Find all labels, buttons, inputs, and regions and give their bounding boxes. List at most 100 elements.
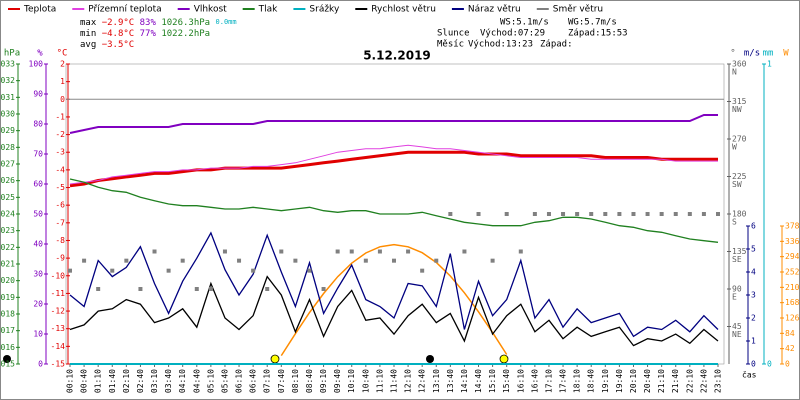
stat: avg: [80, 40, 96, 50]
direction-mark: [603, 212, 608, 216]
stat: −4.8°C: [102, 29, 135, 39]
x-tick-label: 06:10: [235, 369, 244, 393]
y-tick-label: 0: [767, 360, 772, 369]
x-tick-label: 17:40: [559, 369, 568, 393]
direction-mark: [152, 249, 157, 254]
x-tick-label: 04:40: [192, 369, 201, 393]
y-tick-name: E: [732, 293, 737, 302]
direction-mark: [293, 258, 298, 263]
legend-label: Náraz větru: [468, 5, 521, 15]
x-tick-label: 19:40: [615, 369, 624, 393]
legend-label: Teplota: [23, 5, 56, 15]
y-tick-label: 6: [751, 222, 756, 231]
y-tick-label: 42: [785, 344, 795, 353]
x-tick-label: 10:10: [347, 369, 356, 393]
series-line: [69, 231, 719, 338]
axis-unit: W: [783, 49, 789, 59]
x-tick-label: 03:40: [164, 369, 173, 393]
direction-mark: [716, 212, 720, 216]
x-tick-label: 23:10: [714, 369, 723, 393]
direction-mark: [462, 249, 467, 254]
direction-mark: [448, 212, 453, 216]
direction-mark: [532, 212, 537, 216]
y-tick-label: 315: [732, 97, 747, 106]
direction-mark: [363, 258, 368, 263]
y-tick-label: 40: [33, 240, 43, 249]
direction-mark: [589, 212, 594, 216]
series-line: [69, 144, 718, 185]
y-tick-label: -9: [55, 254, 65, 263]
direction-mark: [208, 287, 213, 291]
direction-mark: [222, 249, 227, 254]
y-tick-name: SW: [732, 180, 742, 189]
direction-mark: [349, 249, 354, 254]
y-tick-label: -13: [51, 324, 66, 333]
y-tick-label: 4: [751, 268, 756, 277]
y-tick-label: 100: [29, 60, 44, 69]
y-tick-label: 1029: [0, 126, 15, 135]
y-tick-label: 70: [33, 150, 43, 159]
stat: −2.9°C: [102, 18, 135, 28]
x-tick-label: 22:40: [699, 369, 708, 393]
info: Východ:07:29: [480, 29, 545, 39]
direction-mark: [138, 287, 143, 291]
legend-label: Směr větru: [553, 5, 603, 15]
direction-mark: [110, 268, 115, 273]
y-tick-label: -15: [51, 360, 66, 369]
y-tick-label: -2: [55, 130, 65, 139]
info: Západ:: [540, 40, 573, 50]
y-tick-label: 2: [60, 60, 65, 69]
x-tick-label: 16:10: [516, 369, 525, 393]
x-tick-label: 07:40: [277, 369, 286, 393]
direction-mark: [335, 249, 340, 254]
legend-label: Vlhkost: [194, 5, 227, 15]
y-tick-label: -6: [55, 201, 65, 210]
y-tick-label: 252: [785, 268, 800, 277]
y-tick-label: 60: [33, 180, 43, 189]
legend-label: Tlak: [258, 5, 279, 15]
x-tick-label: 11:40: [390, 369, 399, 393]
x-tick-label: 18:40: [587, 369, 596, 393]
x-tick-label: 11:10: [375, 369, 384, 393]
x-tick-label: 20:40: [643, 369, 652, 393]
y-tick-label: -5: [55, 183, 65, 192]
y-tick-label: 270: [732, 135, 747, 144]
x-tick-label: 17:10: [544, 369, 553, 393]
axis-unit: °: [730, 49, 735, 59]
y-tick-label: 10: [33, 330, 43, 339]
direction-mark: [575, 212, 580, 216]
y-tick-name: S: [732, 218, 737, 227]
x-tick-label: 22:10: [685, 369, 694, 393]
x-tick-label: 14:10: [460, 369, 469, 393]
direction-mark: [82, 258, 87, 263]
x-tick-label: 14:40: [474, 369, 483, 393]
direction-mark: [166, 268, 171, 273]
direction-mark: [617, 212, 622, 216]
direction-mark: [265, 287, 270, 291]
series-line: [69, 275, 719, 347]
y-tick-label: 210: [785, 283, 800, 292]
x-tick-label: 01:40: [108, 369, 117, 393]
x-tick-label: 16:40: [530, 369, 539, 393]
y-tick-label: 1023: [0, 226, 15, 235]
direction-mark: [237, 258, 242, 263]
y-tick-label: 80: [33, 120, 43, 129]
y-tick-label: 336: [785, 237, 800, 246]
x-tick-label: 05:40: [220, 369, 229, 393]
y-tick-name: NW: [732, 105, 742, 114]
solar-line: [280, 243, 508, 357]
stat-line: avg −3.5°C: [80, 40, 134, 50]
direction-mark: [645, 212, 650, 216]
direction-mark: [420, 268, 425, 273]
info: Slunce: [437, 29, 470, 39]
y-tick-label: 20: [33, 300, 43, 309]
stat: 0.0mm: [216, 18, 237, 26]
x-tick-label: 05:10: [206, 369, 215, 393]
x-tick-label: 07:10: [263, 369, 272, 393]
